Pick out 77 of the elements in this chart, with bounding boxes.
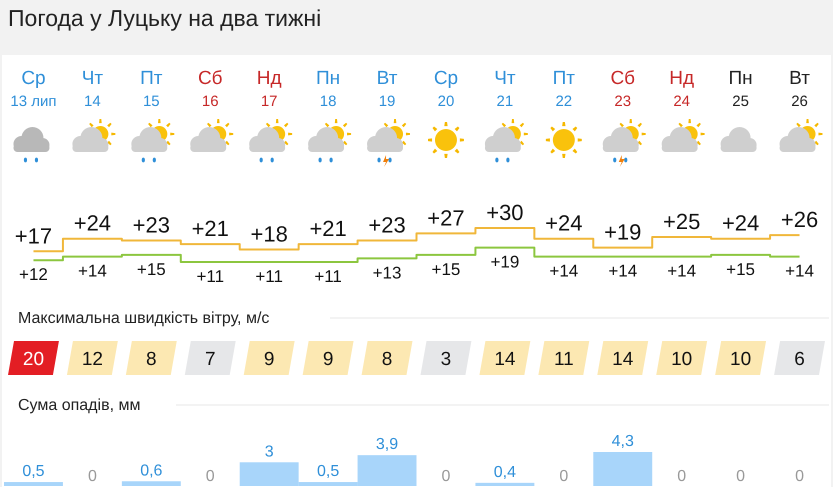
data-label: +15 <box>432 260 460 279</box>
x-tick-label: Вт 26 <box>789 68 810 110</box>
data-label: 0 <box>206 468 215 485</box>
x-tick-label: Сб 23 <box>610 68 636 110</box>
data-label: 6 <box>794 349 805 370</box>
data-label: 0 <box>677 468 686 485</box>
data-label: 14 <box>612 349 634 370</box>
data-label: 0,5 <box>22 463 45 480</box>
data-label: +21 <box>309 216 347 242</box>
data-label: 0,5 <box>316 463 340 480</box>
data-label: +15 <box>136 260 166 279</box>
data-label: +23 <box>368 212 406 238</box>
data-label: 9 <box>322 349 334 370</box>
x-tick-label: Пн 25 <box>728 68 753 110</box>
data-label: +24 <box>74 210 112 236</box>
x-tick-label: Ср 13 лип <box>10 68 57 110</box>
x-tick-label: Нд 17 <box>256 68 282 110</box>
data-label: 10 <box>730 349 752 370</box>
data-label: 0 <box>795 468 804 485</box>
data-label: +11 <box>314 267 342 286</box>
data-label: +27 <box>427 205 465 230</box>
x-tick-label: Пт 22 <box>552 68 576 110</box>
data-label: 3 <box>264 443 274 460</box>
data-label: +14 <box>549 262 578 281</box>
data-label: +11 <box>196 267 224 286</box>
chart-title: Погода у Луцьку на два тижні <box>8 5 322 31</box>
bar <box>4 482 63 486</box>
x-tick-label: Сб 16 <box>198 68 223 110</box>
data-label: 8 <box>382 349 392 370</box>
data-label: +30 <box>486 200 524 225</box>
data-label: +26 <box>780 207 818 232</box>
data-label: 12 <box>82 349 103 370</box>
data-label: +13 <box>372 263 402 282</box>
x-tick-label: Нд 24 <box>669 68 694 110</box>
x-tick-label: Чт 21 <box>494 68 516 110</box>
data-label: +14 <box>78 262 107 281</box>
x-tick-label: Пт 15 <box>140 68 163 110</box>
x-tick-label: Вт 19 <box>376 68 398 110</box>
data-label: 8 <box>146 349 157 370</box>
data-label: 0 <box>559 468 568 485</box>
data-label: 14 <box>494 349 516 370</box>
data-label: 0 <box>88 468 97 485</box>
bar <box>475 482 534 486</box>
data-label: +12 <box>19 265 48 284</box>
chart-title: Максимальна швидкість вітру, м/с <box>18 310 270 327</box>
x-tick-label: Пн 18 <box>316 68 340 110</box>
data-label: 3 <box>440 349 452 370</box>
data-label: 20 <box>22 349 44 370</box>
data-label: +24 <box>722 210 760 236</box>
data-label: 3,9 <box>376 436 398 454</box>
data-label: +19 <box>604 220 642 245</box>
data-label: +14 <box>608 262 638 281</box>
data-label: +23 <box>132 212 170 238</box>
data-label: 7 <box>204 349 216 370</box>
data-label: +17 <box>14 223 52 248</box>
data-label: +14 <box>785 262 814 281</box>
data-label: +19 <box>490 252 520 272</box>
data-label: +24 <box>545 210 582 236</box>
x-tick-label: Чт 14 <box>82 68 104 110</box>
data-label: +25 <box>663 208 700 234</box>
data-label: 0,4 <box>494 464 516 481</box>
data-label: +15 <box>726 260 756 279</box>
data-label: 10 <box>671 349 692 370</box>
data-label: 9 <box>264 349 274 370</box>
data-label: +18 <box>250 221 288 246</box>
chart-title: Сума опадів, мм <box>18 397 140 414</box>
data-label: +21 <box>192 216 229 242</box>
bar <box>122 481 181 486</box>
data-label: 4,3 <box>612 433 634 450</box>
data-label: +11 <box>255 267 283 286</box>
bar <box>593 452 652 486</box>
x-tick-label: Ср 20 <box>434 68 458 110</box>
data-label: 0,6 <box>140 462 163 480</box>
data-label: +14 <box>667 262 696 281</box>
data-label: 11 <box>554 349 574 370</box>
data-label: 0 <box>736 468 746 485</box>
data-label: 0 <box>442 468 451 485</box>
